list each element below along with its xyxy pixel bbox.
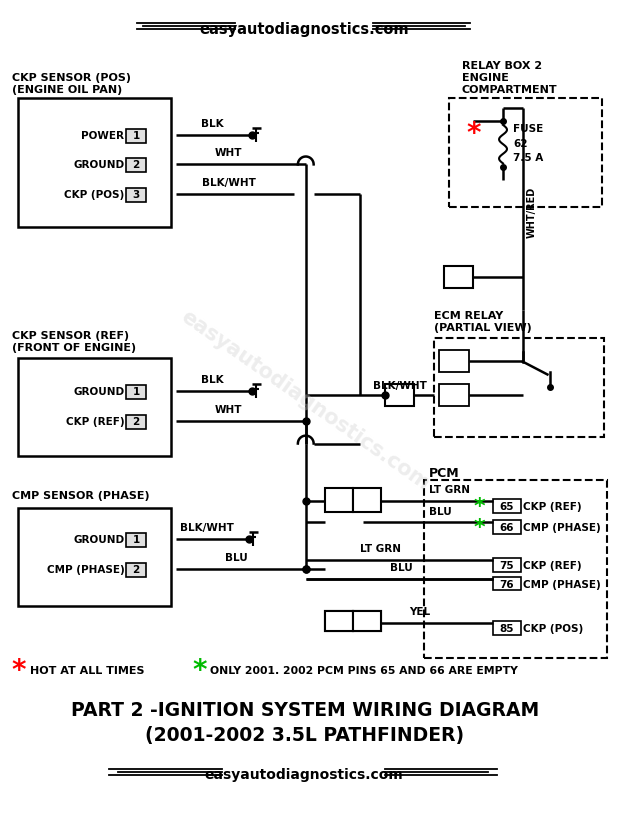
Text: easyautodiagnostics.com: easyautodiagnostics.com [199,22,408,37]
Text: easyautodiagnostics.com: easyautodiagnostics.com [177,306,433,493]
Text: 3: 3 [132,190,140,200]
Text: 1: 1 [132,131,140,141]
Text: GROUND: GROUND [73,535,124,545]
Text: *: * [473,518,485,538]
Bar [449,99,602,207]
Bar [493,622,521,635]
Text: LT GRN: LT GRN [429,484,470,494]
Bar [439,385,468,406]
Bar [126,159,146,173]
Text: LT GRN: LT GRN [360,543,401,554]
Text: 66: 66 [500,523,514,532]
Text: CKP (REF): CKP (REF) [66,416,124,427]
Bar [493,499,521,513]
Text: CKP SENSOR (REF): CKP SENSOR (REF) [12,331,129,341]
Text: CKP (POS): CKP (POS) [64,190,124,200]
Text: 7.5 A: 7.5 A [513,153,543,163]
Text: 75: 75 [500,560,514,570]
Text: COMPARTMENT: COMPARTMENT [462,84,557,94]
Bar [434,338,604,437]
Text: 76: 76 [500,579,514,589]
Text: CMP (PHASE): CMP (PHASE) [523,579,601,589]
Bar [353,612,381,631]
Text: 1: 1 [132,387,140,396]
Text: 85: 85 [500,623,514,633]
Bar [18,508,171,607]
Text: BLU: BLU [429,506,452,516]
Bar [353,488,381,512]
Text: 2: 2 [132,416,140,427]
Text: 1: 1 [132,535,140,545]
Bar [353,612,381,631]
Text: *: * [473,496,485,516]
Text: BLU: BLU [226,552,248,562]
Bar [424,481,607,658]
Bar [493,521,521,535]
Text: (2001-2002 3.5L PATHFINDER): (2001-2002 3.5L PATHFINDER) [145,725,464,744]
Bar [18,99,171,227]
Bar [493,559,521,572]
Text: BLK/WHT: BLK/WHT [373,381,426,391]
Text: WHT: WHT [215,405,243,414]
Text: easyautodiagnostics.com: easyautodiagnostics.com [205,767,403,781]
Bar [326,612,353,631]
Bar [126,415,146,429]
Text: 2: 2 [132,564,140,574]
Text: CKP (REF): CKP (REF) [523,560,582,570]
Bar [444,267,473,288]
Text: WHT: WHT [215,148,243,158]
Text: POWER: POWER [82,131,124,141]
Text: *: * [466,120,481,147]
Bar [126,534,146,547]
Text: ONLY 2001. 2002 PCM PINS 65 AND 66 ARE EMPTY: ONLY 2001. 2002 PCM PINS 65 AND 66 ARE E… [210,666,518,676]
Text: FUSE: FUSE [513,124,543,133]
Text: PCM: PCM [429,467,460,480]
Text: (ENGINE OIL PAN): (ENGINE OIL PAN) [12,84,122,94]
Text: CKP (REF): CKP (REF) [523,501,582,511]
Text: CKP (POS): CKP (POS) [523,623,583,633]
Text: HOT AT ALL TIMES: HOT AT ALL TIMES [30,666,144,676]
Bar [126,386,146,400]
Bar [126,129,146,143]
Bar [326,612,353,631]
Text: *: * [192,657,207,685]
Text: ENGINE: ENGINE [462,73,509,83]
Text: BLU: BLU [389,562,412,572]
Text: CMP (PHASE): CMP (PHASE) [523,523,601,532]
Text: WHT/RED: WHT/RED [527,187,536,238]
Text: (PARTIAL VIEW): (PARTIAL VIEW) [434,323,531,333]
Text: CMP SENSOR (PHASE): CMP SENSOR (PHASE) [12,491,150,500]
Bar [493,577,521,590]
Text: RELAY BOX 2: RELAY BOX 2 [462,61,542,70]
Text: YEL: YEL [409,606,431,617]
Text: (FRONT OF ENGINE): (FRONT OF ENGINE) [12,342,136,352]
Bar [439,351,468,372]
Text: 65: 65 [500,501,514,511]
Text: PART 2 -IGNITION SYSTEM WIRING DIAGRAM: PART 2 -IGNITION SYSTEM WIRING DIAGRAM [70,700,539,719]
Text: BLK/WHT: BLK/WHT [180,523,234,532]
Text: 2: 2 [132,161,140,170]
Text: BLK/WHT: BLK/WHT [202,178,256,188]
Bar [384,385,414,406]
Text: GROUND: GROUND [73,161,124,170]
Text: BLK: BLK [201,375,223,385]
Text: *: * [12,657,27,685]
Text: ECM RELAY: ECM RELAY [434,311,503,321]
Bar [326,488,353,512]
Text: CMP (PHASE): CMP (PHASE) [46,564,124,574]
Bar [126,563,146,577]
Bar [126,189,146,202]
Bar [18,358,171,457]
Text: BLK: BLK [201,119,223,129]
Text: 62: 62 [513,138,527,148]
Text: CKP SENSOR (POS): CKP SENSOR (POS) [12,73,131,83]
Text: GROUND: GROUND [73,387,124,396]
